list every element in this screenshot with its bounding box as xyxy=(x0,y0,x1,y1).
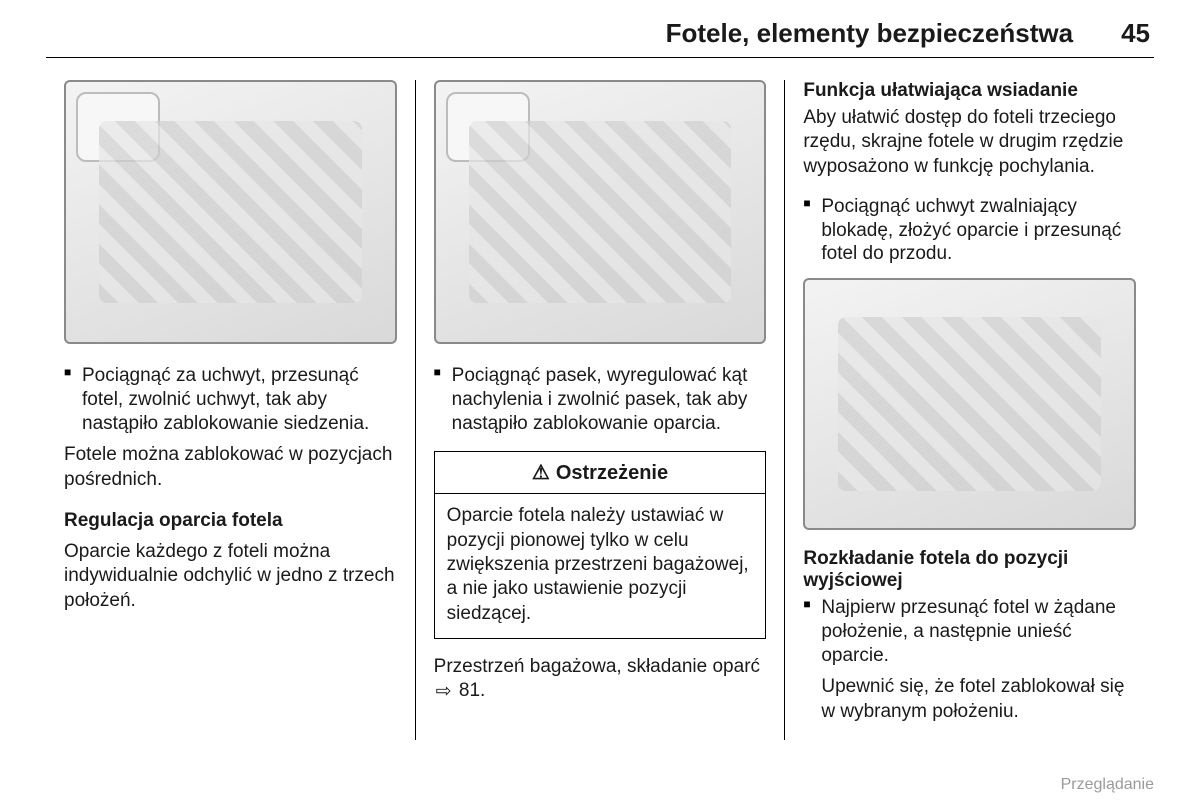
crossref-suffix: . xyxy=(480,680,485,701)
list-item: Pociągnąć uchwyt zwalniający blokadę, zł… xyxy=(803,195,1136,266)
crossref-link[interactable]: ⇨ 81 xyxy=(434,679,480,703)
col3-bullet-list-1: Pociągnąć uchwyt zwalniający blokadę, zł… xyxy=(803,195,1136,266)
figure-placeholder xyxy=(99,121,362,303)
col3-paragraph-2: Upewnić się, że fotel zablokował się w w… xyxy=(821,675,1136,724)
crossref-arrow-icon: ⇨ xyxy=(436,680,452,704)
col2-crossref: Przestrzeń bagażowa, składanie oparć ⇨ 8… xyxy=(434,655,767,704)
col3-bullet-list-2: Najpierw przesunąć fotel w żądane położe… xyxy=(803,596,1136,667)
warning-heading: ⚠ Ostrzeżenie xyxy=(435,452,766,494)
crossref-text: Przestrzeń bagażowa, składanie oparć xyxy=(434,656,760,677)
col3-subheading-1: Funkcja ułatwiająca wsiadanie xyxy=(803,80,1136,102)
warning-body: Oparcie fotela należy ustawiać w pozycji… xyxy=(435,494,766,638)
col3-paragraph-1: Aby ułatwić dostęp do foteli trzeciego r… xyxy=(803,106,1136,179)
column-3: Funkcja ułatwiająca wsiadanie Aby ułatwi… xyxy=(784,80,1154,740)
list-item: Najpierw przesunąć fotel w żądane położe… xyxy=(803,596,1136,667)
manual-page: Fotele, elementy bezpieczeństwa 45 Pocią… xyxy=(0,0,1200,802)
figure-easy-entry xyxy=(803,278,1136,530)
page-number: 45 xyxy=(1121,18,1150,49)
content-columns: Pociągnąć za uchwyt, przesunąć fotel, zw… xyxy=(46,80,1154,740)
list-item: Pociągnąć pasek, wyregulować kąt nachyle… xyxy=(434,364,767,435)
warning-heading-text: Ostrzeżenie xyxy=(556,462,668,484)
crossref-page: 81 xyxy=(459,680,480,701)
col1-bullet-list: Pociągnąć za uchwyt, przesunąć fotel, zw… xyxy=(64,364,397,435)
col3-subheading-2: Rozkładanie fotela do pozycji wyjściowej xyxy=(803,548,1136,592)
footer-right-text: Przeglądanie xyxy=(1061,776,1154,794)
header-title: Fotele, elementy bezpieczeństwa xyxy=(666,18,1073,49)
col1-paragraph-1: Fotele można zablokować w pozycjach pośr… xyxy=(64,443,397,492)
column-2: Pociągnąć pasek, wyregulować kąt nachyle… xyxy=(415,80,785,740)
figure-placeholder xyxy=(469,121,732,303)
warning-box: ⚠ Ostrzeżenie Oparcie fotela należy ustaw… xyxy=(434,451,767,639)
warning-triangle-icon: ⚠ xyxy=(532,460,550,485)
col1-paragraph-2: Oparcie każdego z foteli można indywidua… xyxy=(64,540,397,613)
figure-backrest-strap xyxy=(434,80,767,344)
col2-bullet-list: Pociągnąć pasek, wyregulować kąt nachyle… xyxy=(434,364,767,435)
figure-seat-slide xyxy=(64,80,397,344)
col1-subheading: Regulacja oparcia fotela xyxy=(64,510,397,532)
column-1: Pociągnąć za uchwyt, przesunąć fotel, zw… xyxy=(46,80,415,740)
page-header: Fotele, elementy bezpieczeństwa 45 xyxy=(46,18,1154,58)
list-item: Pociągnąć za uchwyt, przesunąć fotel, zw… xyxy=(64,364,397,435)
figure-placeholder xyxy=(838,317,1101,491)
